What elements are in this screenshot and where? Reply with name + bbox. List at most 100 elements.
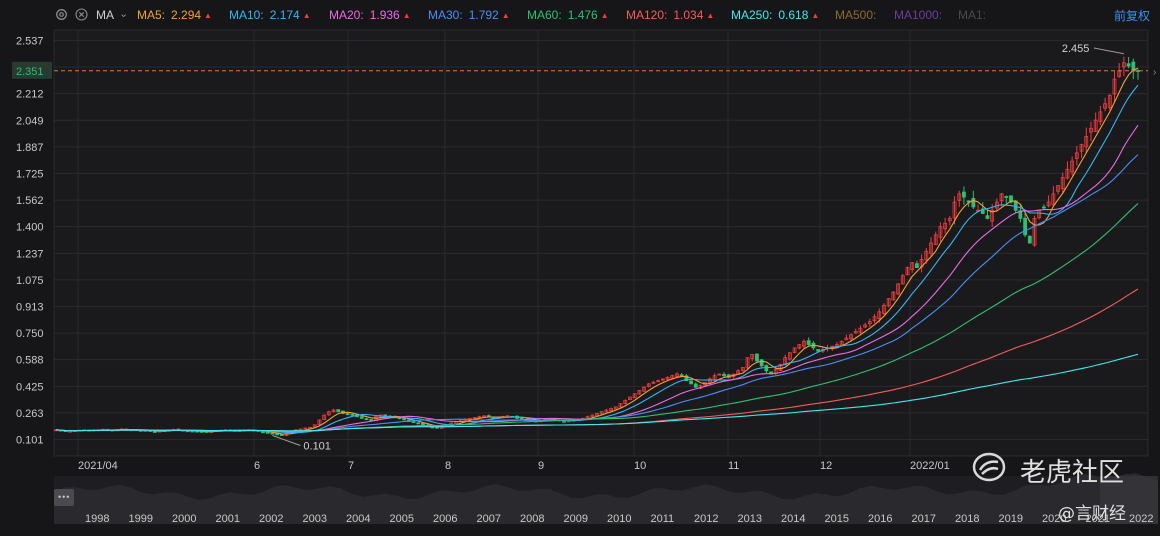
candle[interactable] — [270, 432, 275, 435]
candle[interactable] — [910, 262, 915, 270]
candle[interactable] — [303, 427, 308, 430]
candle[interactable] — [312, 424, 317, 428]
candle[interactable] — [1027, 235, 1032, 244]
candle[interactable] — [656, 380, 661, 383]
candle[interactable] — [369, 419, 374, 421]
candle[interactable] — [1004, 196, 1009, 198]
chevron-down-icon[interactable]: ⌄ — [119, 8, 129, 20]
candle[interactable] — [1126, 63, 1131, 67]
candle[interactable] — [755, 353, 759, 362]
candle[interactable] — [317, 419, 322, 426]
candle[interactable] — [886, 298, 891, 307]
price-adjust-button[interactable]: 前复权 — [1113, 9, 1150, 23]
candle[interactable] — [152, 431, 157, 433]
candle[interactable] — [783, 357, 788, 366]
candle[interactable] — [595, 412, 599, 417]
candle[interactable] — [1121, 62, 1126, 68]
candle[interactable] — [849, 334, 853, 340]
ma-legend-ma250[interactable]: MA250: 0.618 ▲ — [731, 8, 819, 22]
ma-legend-ma60[interactable]: MA60: 1.476 ▲ — [527, 8, 609, 22]
candle[interactable] — [999, 193, 1004, 202]
candle[interactable] — [675, 373, 679, 377]
candle[interactable] — [261, 431, 265, 434]
candle[interactable] — [985, 215, 990, 219]
candle[interactable] — [933, 234, 938, 246]
candle[interactable] — [331, 409, 336, 413]
candle[interactable] — [411, 421, 416, 423]
candle[interactable] — [853, 331, 858, 334]
candle[interactable] — [722, 373, 726, 377]
ma-legend-ma1000[interactable]: MA1000: — [894, 8, 942, 22]
candle[interactable] — [590, 414, 595, 417]
candle[interactable] — [914, 263, 919, 268]
candle[interactable] — [882, 304, 886, 314]
candle[interactable] — [872, 316, 877, 322]
candle[interactable] — [1093, 119, 1098, 132]
candle[interactable] — [806, 340, 811, 345]
candle[interactable] — [345, 413, 350, 415]
candle[interactable] — [1107, 95, 1112, 108]
candle[interactable] — [750, 354, 755, 359]
candle[interactable] — [364, 418, 369, 421]
ma-legend-ma30[interactable]: MA30: 1.792 ▲ — [428, 8, 510, 22]
candle[interactable] — [689, 380, 693, 385]
candle[interactable] — [1074, 152, 1079, 159]
candle[interactable] — [632, 393, 637, 399]
candle[interactable] — [684, 375, 689, 382]
candle[interactable] — [359, 416, 364, 419]
candle[interactable] — [1051, 193, 1056, 206]
candle[interactable] — [1056, 185, 1060, 192]
candle[interactable] — [383, 414, 388, 417]
candle[interactable] — [896, 283, 900, 295]
navigator-handle[interactable]: ••• — [54, 489, 74, 506]
candle[interactable] — [802, 340, 806, 347]
candle[interactable] — [867, 321, 872, 325]
ma-legend-ma5[interactable]: MA5: 2.294 ▲ — [137, 8, 212, 22]
candle[interactable] — [599, 411, 604, 415]
candle[interactable] — [858, 327, 863, 333]
candle[interactable] — [562, 420, 566, 423]
candle[interactable] — [275, 433, 280, 436]
ma-legend-ma10[interactable]: MA10: 2.174 ▲ — [229, 8, 311, 22]
candle[interactable] — [660, 378, 665, 381]
candle[interactable] — [613, 406, 618, 410]
candle[interactable] — [665, 376, 670, 380]
candle[interactable] — [1060, 177, 1065, 190]
candle[interactable] — [326, 411, 331, 416]
candle[interactable] — [957, 193, 962, 201]
candle[interactable] — [642, 386, 646, 392]
candle[interactable] — [308, 426, 312, 429]
candle[interactable] — [740, 367, 745, 371]
candle[interactable] — [609, 408, 614, 412]
candle[interactable] — [947, 218, 952, 222]
candle[interactable] — [416, 422, 421, 425]
candle[interactable] — [1089, 127, 1093, 133]
candle[interactable] — [938, 226, 943, 238]
candle[interactable] — [1013, 200, 1018, 211]
indicator-name[interactable]: MA — [96, 8, 114, 22]
candle[interactable] — [900, 275, 905, 285]
candle[interactable] — [604, 409, 609, 413]
ma-legend-ma1[interactable]: MA1: — [958, 8, 986, 22]
candle[interactable] — [265, 431, 270, 434]
candle[interactable] — [519, 417, 524, 420]
candle[interactable] — [1009, 195, 1013, 203]
ma-legend-ma500[interactable]: MA500: — [835, 8, 876, 22]
candle[interactable] — [990, 209, 995, 222]
candle[interactable] — [623, 399, 628, 404]
candle[interactable] — [336, 409, 341, 413]
candle[interactable] — [482, 415, 486, 418]
candle[interactable] — [646, 383, 651, 387]
candle[interactable] — [787, 352, 792, 360]
candle[interactable] — [924, 250, 929, 261]
ma-legend-ma20[interactable]: MA20: 1.936 ▲ — [329, 8, 411, 22]
candle[interactable] — [585, 416, 590, 419]
candle[interactable] — [1103, 103, 1107, 109]
candle[interactable] — [839, 340, 844, 346]
candle[interactable] — [844, 337, 849, 341]
candle[interactable] — [891, 291, 896, 301]
candle[interactable] — [792, 347, 797, 353]
candle[interactable] — [816, 349, 821, 352]
candle[interactable] — [708, 378, 712, 383]
